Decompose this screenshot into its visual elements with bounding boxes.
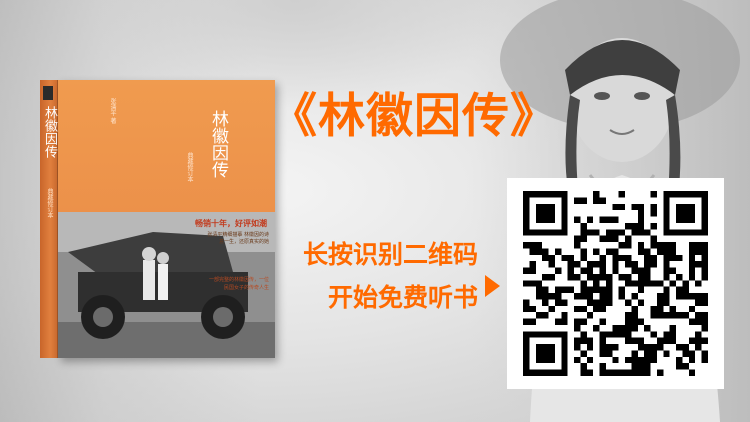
cover-author: 张清平 著 [109,98,116,124]
triangle-right-icon [485,275,500,297]
book-cover-image: 林徽因传 典藏修订本 张清平 著 林徽因传 典藏修订本 [40,80,275,358]
qr-code-icon[interactable] [523,191,708,376]
publisher-logo-icon [43,86,53,100]
cta-line-listen: 开始免费听书 [327,283,478,312]
cover-blurb-secondary: 一部完整的林徽因传，一位民国女子的传奇人生 [208,277,269,291]
book-front-cover: 张清平 著 林徽因传 典藏修订本 畅销十年，好评如潮 张清平精细描摹 林徽因的诗… [58,80,275,358]
spine-subtitle: 典藏修订本 [46,188,53,218]
cover-edition: 典藏修订本 [186,152,193,182]
headline-book-title: 《林徽因传》 [270,89,558,144]
cover-vintage-car-photo [58,212,275,358]
cover-blurb: 张清平精细描摹 林徽因的诗意一生，还原真实的她 [207,232,269,245]
qr-code-card[interactable] [507,178,724,389]
cta-line-scan: 长按识别二维码 [302,240,478,269]
book-spine: 林徽因传 典藏修订本 [40,80,58,358]
cover-slogan: 畅销十年，好评如潮 [195,219,267,228]
cover-title: 林徽因传 [208,110,228,178]
cover-top-panel [58,80,275,212]
spine-title: 林徽因传 [42,106,57,158]
